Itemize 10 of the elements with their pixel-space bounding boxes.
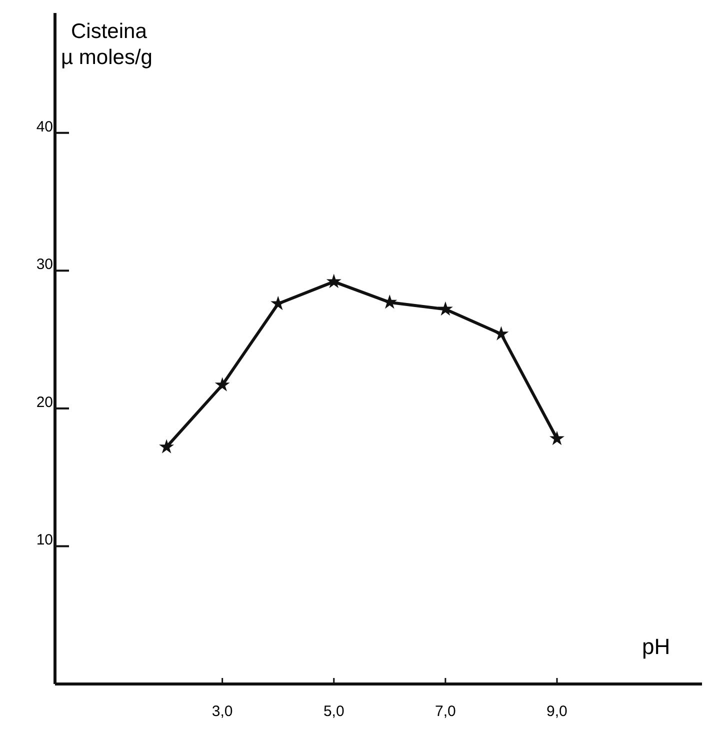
y-tick-label: 40 — [36, 118, 53, 136]
x-axis-title: pH — [642, 634, 670, 659]
y-axis-title: Cisteina µ moles/g — [61, 20, 152, 69]
x-tick-label: 3,0 — [212, 703, 233, 720]
y-tick-label: 10 — [36, 532, 53, 549]
y-tick-label: 20 — [36, 394, 53, 411]
x-tick-label: 7,0 — [435, 703, 456, 720]
x-tick-label: 5,0 — [323, 703, 344, 720]
x-tick-label: 9,0 — [546, 703, 568, 720]
y-tick-label: 30 — [36, 256, 53, 274]
